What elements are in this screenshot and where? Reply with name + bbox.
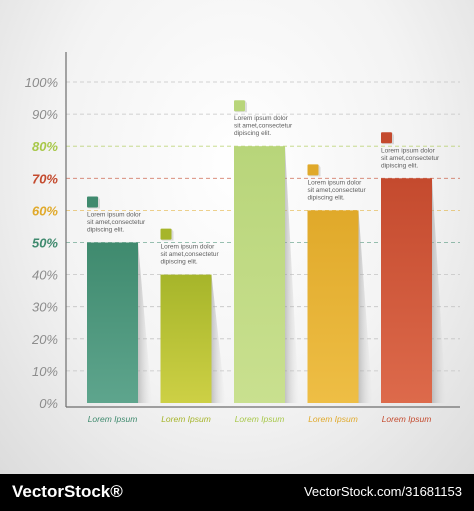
y-tick-label: 40% <box>32 268 58 283</box>
y-tick-label: 100% <box>25 75 58 90</box>
x-category-label: Lorem Ipsum <box>161 414 211 424</box>
watermark-footer: VectorStock® VectorStock.com/31681153 <box>0 474 474 511</box>
annotation-marker <box>234 100 245 112</box>
y-tick-label: 70% <box>32 171 58 186</box>
y-tick-label: 80% <box>32 139 58 154</box>
bar-chart: 0% 10% 20% 30% 40% 50% 60% 70% 80% 90% 100% Lorem i… <box>25 52 460 424</box>
annotation-text: Lorem ipsum dolor sit amet,consectetur di… <box>161 244 221 266</box>
y-tick-label: 50% <box>32 236 58 251</box>
annotation-marker <box>160 228 172 240</box>
chart-area: 0% 10% 20% 30% 40% 50% 60% 70% 80% 90% 100% Lorem i… <box>0 0 474 474</box>
bar-shadow <box>211 274 226 403</box>
x-category-label: Lorem Ipsum <box>308 414 358 424</box>
y-tick-label: 30% <box>32 300 58 315</box>
bar <box>87 242 138 403</box>
y-tick-label: 10% <box>32 364 58 379</box>
bar-shadow <box>358 210 373 403</box>
annotation-marker <box>307 164 319 176</box>
bar <box>234 146 285 403</box>
x-category-label: Lorem Ipsum <box>88 414 138 424</box>
bar <box>160 274 212 403</box>
annotation-text: Lorem ipsum dolor sit amet,consectetur di… <box>381 147 441 169</box>
bar-shadow <box>432 178 446 403</box>
y-tick-label: 0% <box>39 396 58 411</box>
annotation-marker-shadow <box>87 196 100 209</box>
annotation-marker-shadow <box>307 164 321 177</box>
annotation-text: Lorem ipsum dolor sit amet,consectetur di… <box>308 179 368 201</box>
annotation-text: Lorem ipsum dolor sit amet,consectetur di… <box>234 115 294 137</box>
bar <box>307 210 359 403</box>
footer-image-id: VectorStock.com/31681153 <box>303 484 462 499</box>
bar <box>381 178 432 403</box>
y-tick-label: 60% <box>32 203 58 218</box>
footer-brand: VectorStock® <box>12 482 123 501</box>
x-category-label: Lorem Ipsum <box>235 414 285 424</box>
annotation-marker <box>381 132 392 144</box>
x-category-label: Lorem Ipsum <box>382 414 432 424</box>
annotation-marker <box>87 196 98 208</box>
bar-shadow <box>138 242 152 403</box>
y-tick-label: 20% <box>31 332 58 347</box>
bar-shadow <box>285 146 299 403</box>
annotation-text: Lorem ipsum dolor sit amet,consectetur di… <box>87 212 147 234</box>
annotation-marker-shadow <box>234 100 247 113</box>
annotation-marker-shadow <box>381 132 394 145</box>
y-tick-label: 90% <box>32 107 58 122</box>
annotation-marker-shadow <box>160 228 174 241</box>
